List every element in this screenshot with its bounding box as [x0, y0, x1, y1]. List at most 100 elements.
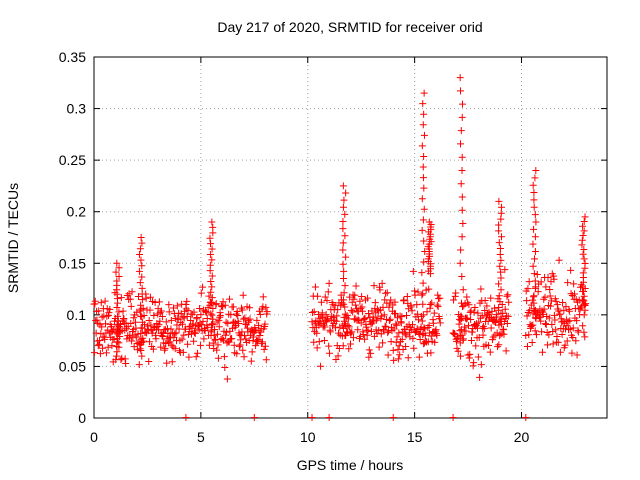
- data-point: [246, 304, 254, 312]
- data-point: [485, 342, 493, 350]
- data-point: [476, 373, 484, 381]
- y-tick-label: 0.3: [67, 101, 87, 117]
- data-point: [329, 313, 337, 321]
- data-point: [419, 216, 427, 224]
- data-point: [115, 273, 123, 281]
- data-point: [495, 341, 503, 349]
- data-point: [414, 316, 422, 324]
- data-point: [325, 342, 333, 350]
- data-point: [408, 307, 416, 315]
- data-point: [242, 335, 250, 343]
- data-point: [400, 296, 408, 304]
- data-point: [136, 307, 144, 315]
- data-point: [420, 89, 428, 97]
- data-point: [465, 301, 473, 309]
- data-point: [341, 232, 349, 240]
- data-point: [426, 301, 434, 309]
- data-point: [456, 339, 464, 347]
- data-point: [568, 349, 576, 357]
- data-point: [504, 291, 512, 299]
- data-point: [497, 315, 505, 323]
- data-point: [196, 305, 204, 313]
- data-point: [146, 306, 154, 314]
- data-point: [580, 292, 588, 300]
- data-point: [561, 341, 569, 349]
- data-point: [137, 234, 145, 241]
- data-point: [205, 292, 213, 300]
- data-point: [540, 305, 548, 313]
- data-point: [221, 301, 229, 309]
- data-point: [341, 210, 349, 218]
- data-point: [96, 337, 104, 345]
- data-point: [126, 295, 134, 303]
- data-point: [549, 328, 557, 336]
- data-point: [541, 320, 549, 328]
- data-point: [226, 295, 234, 303]
- data-point: [580, 255, 588, 263]
- data-point: [261, 320, 269, 328]
- data-point: [470, 308, 478, 316]
- data-point: [138, 352, 146, 360]
- data-point: [342, 331, 350, 339]
- data-point: [496, 298, 504, 306]
- data-point: [138, 239, 146, 247]
- data-point: [158, 307, 166, 315]
- chart-title: Day 217 of 2020, SRMTID for receiver ori…: [217, 19, 482, 35]
- data-point: [341, 303, 349, 311]
- data-point: [339, 342, 347, 350]
- data-point: [541, 293, 549, 301]
- data-point: [263, 308, 271, 316]
- data-point: [487, 294, 495, 302]
- data-point: [207, 277, 215, 285]
- y-tick-label: 0: [78, 410, 86, 426]
- data-point: [404, 354, 412, 362]
- data-point: [478, 312, 486, 320]
- data-point: [457, 326, 465, 334]
- data-point: [495, 280, 503, 288]
- data-point: [373, 329, 381, 337]
- data-point: [384, 329, 392, 337]
- data-point: [121, 326, 129, 334]
- data-point: [260, 345, 268, 353]
- data-point: [418, 317, 426, 325]
- data-point: [436, 319, 444, 327]
- data-point: [580, 218, 588, 226]
- data-point: [331, 316, 339, 324]
- data-point: [552, 326, 560, 334]
- data-point: [398, 313, 406, 321]
- data-point: [114, 312, 122, 320]
- data-point: [359, 331, 367, 339]
- data-point: [467, 307, 475, 315]
- data-point: [325, 413, 333, 421]
- data-point: [134, 293, 142, 301]
- data-point: [123, 292, 131, 300]
- data-point: [339, 182, 347, 190]
- data-point: [386, 299, 394, 307]
- data-point: [168, 358, 176, 366]
- data-point: [503, 319, 511, 327]
- data-point: [555, 256, 563, 264]
- data-point: [456, 74, 464, 82]
- data-point: [419, 100, 427, 108]
- data-point: [348, 328, 356, 336]
- data-point: [229, 303, 237, 311]
- data-point: [239, 346, 247, 354]
- data-point: [105, 309, 113, 317]
- data-point: [481, 296, 489, 304]
- data-point: [364, 326, 372, 334]
- data-point: [537, 278, 545, 286]
- data-point: [341, 310, 349, 318]
- data-point: [367, 320, 375, 328]
- data-point: [421, 325, 429, 333]
- data-point: [486, 348, 494, 356]
- data-point: [580, 301, 588, 309]
- data-point: [401, 330, 409, 338]
- data-point: [457, 246, 465, 254]
- data-point: [209, 304, 217, 312]
- data-point: [238, 328, 246, 336]
- data-point: [522, 332, 530, 340]
- data-point: [403, 311, 411, 319]
- data-point: [396, 351, 404, 359]
- data-point: [197, 289, 205, 297]
- data-point: [395, 329, 403, 337]
